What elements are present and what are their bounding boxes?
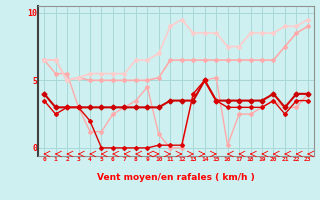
X-axis label: Vent moyen/en rafales ( km/h ): Vent moyen/en rafales ( km/h ) [97, 174, 255, 182]
